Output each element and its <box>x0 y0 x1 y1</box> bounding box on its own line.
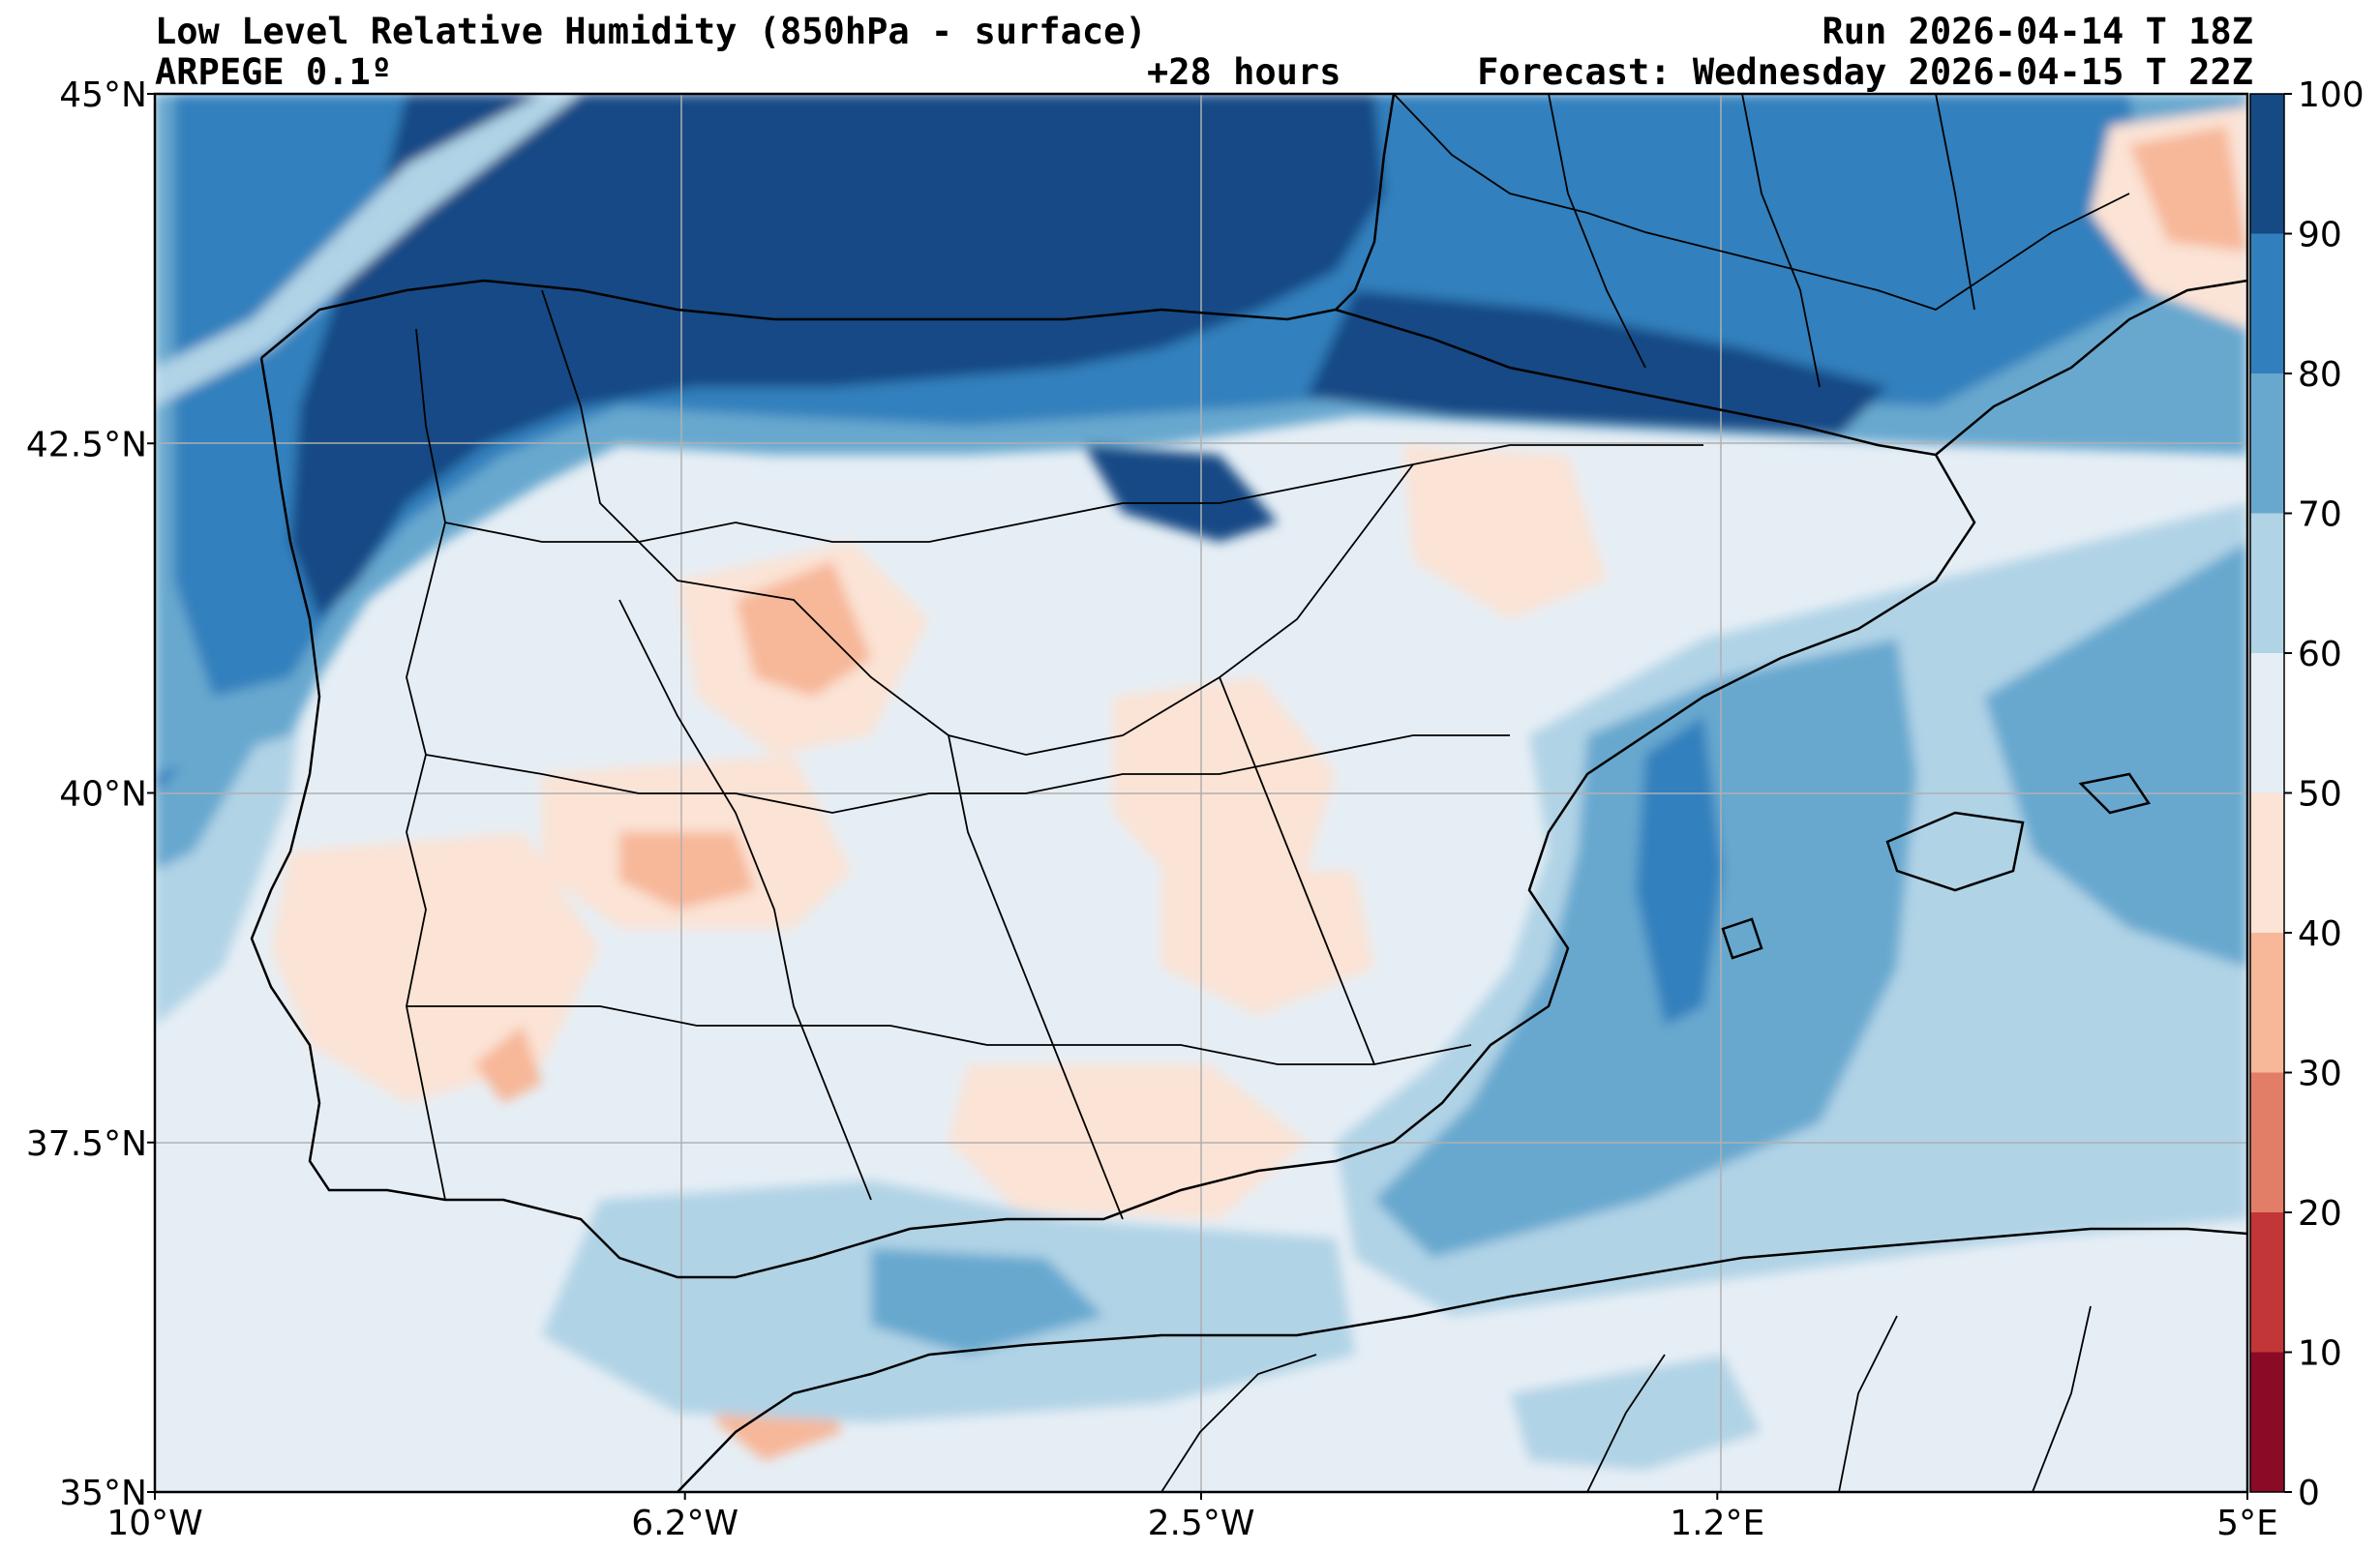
lon-tick-label: 1.2°E <box>1670 1504 1764 1543</box>
colorbar-segment <box>2250 513 2284 653</box>
colorbar-tick-label: 0 <box>2298 1474 2320 1513</box>
graticule <box>155 94 2247 1492</box>
colorbar: 0 10 20 30 40 50 60 70 80 90 100 <box>2249 75 2365 1513</box>
colorbar-segment <box>2250 792 2284 933</box>
run-label: Run 2026-04-14 T 18Z <box>1822 11 2253 52</box>
lon-tick-label: 5°E <box>2216 1504 2278 1543</box>
lat-tick-label: 42.5°N <box>26 425 147 464</box>
forecast-label: Forecast: Wednesday 2026-04-15 T 22Z <box>1477 51 2253 93</box>
lon-tick-label: 10°W <box>106 1504 202 1543</box>
colorbar-segment <box>2250 1212 2284 1353</box>
coastlines <box>250 94 2247 1492</box>
colorbar-segment <box>2250 653 2284 793</box>
colorbar-segment <box>2250 94 2284 234</box>
latitude-ticks: 45°N 42.5°N 40°N 37.5°N 35°N <box>26 75 155 1513</box>
colorbar-segment <box>2250 933 2284 1073</box>
longitude-ticks: 10°W 6.2°W 2.5°W 1.2°E 5°E <box>106 1492 2278 1543</box>
lead-time-label: +28 hours <box>1147 51 1341 93</box>
lat-tick-label: 40°N <box>59 775 147 815</box>
colorbar-tick-label: 40 <box>2298 914 2342 954</box>
lat-tick-label: 35°N <box>59 1474 147 1513</box>
colorbar-segment <box>2250 1072 2284 1212</box>
model-label: ARPEGE 0.1º <box>155 51 393 93</box>
lat-tick-label: 45°N <box>59 75 147 115</box>
colorbar-tick-label: 30 <box>2298 1055 2342 1094</box>
colorbar-tick-label: 10 <box>2298 1334 2342 1374</box>
colorbar-tick-label: 60 <box>2298 635 2342 674</box>
lon-tick-label: 6.2°W <box>631 1504 738 1543</box>
humidity-field <box>155 94 2247 1492</box>
colorbar-tick-label: 80 <box>2298 355 2342 395</box>
colorbar-segment <box>2250 1352 2284 1492</box>
lat-tick-label: 37.5°N <box>26 1124 147 1164</box>
lon-tick-label: 2.5°W <box>1148 1504 1255 1543</box>
borders <box>406 94 2130 1492</box>
colorbar-segment <box>2250 233 2284 373</box>
colorbar-tick-label: 20 <box>2298 1194 2342 1234</box>
map-title: Low Level Relative Humidity (850hPa - su… <box>155 11 1147 52</box>
colorbar-tick-label: 90 <box>2298 216 2342 255</box>
colorbar-tick-label: 70 <box>2298 495 2342 535</box>
colorbar-tick-label: 50 <box>2298 775 2342 815</box>
colorbar-segment <box>2250 373 2284 514</box>
colorbar-tick-label: 100 <box>2298 75 2365 115</box>
